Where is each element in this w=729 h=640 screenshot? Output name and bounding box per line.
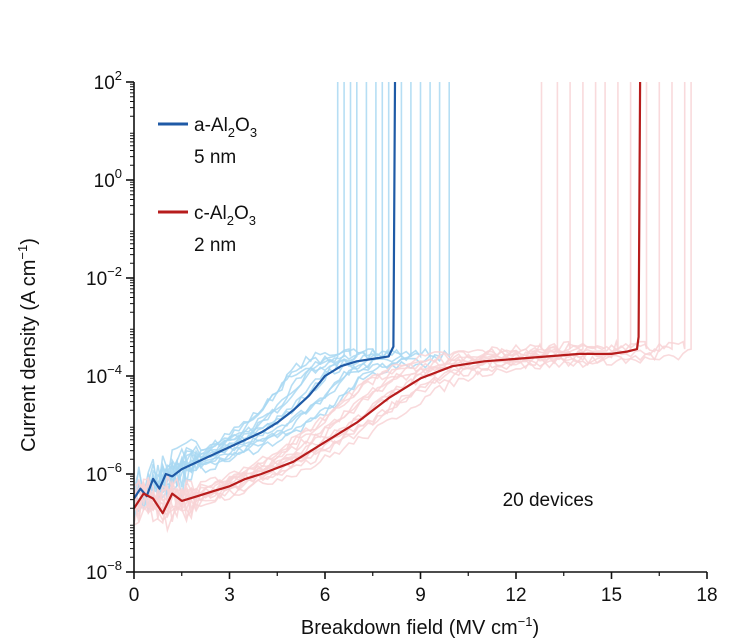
series-line-c-al2o3 xyxy=(133,81,642,515)
background-device-curve xyxy=(133,82,648,512)
x-axis-ticks: 0 3 6 9 12 15 18 xyxy=(129,572,718,606)
y-tick-label: 10−4 xyxy=(86,362,122,388)
x-tick-label: 3 xyxy=(224,585,235,606)
series-line-a-al2o3 xyxy=(133,81,397,500)
y-tick-label: 10−8 xyxy=(86,558,122,584)
y-tick-label: 10−6 xyxy=(86,460,122,486)
background-device-curve xyxy=(133,82,352,508)
background-device-curve xyxy=(133,82,571,518)
background-device-curve xyxy=(133,82,661,524)
background-device-curve xyxy=(133,82,422,506)
x-tick-label: 18 xyxy=(696,585,717,606)
background-device-curve xyxy=(133,82,412,510)
legend-label-c-al2o3: c-Al2O3 xyxy=(194,203,256,228)
x-tick-label: 9 xyxy=(415,585,426,606)
y-tick-label: 102 xyxy=(94,68,122,94)
x-axis-title: Breakdown field (MV cm−1) xyxy=(301,614,539,639)
background-device-curves xyxy=(133,82,692,534)
legend-sublabel-c-al2o3: 2 nm xyxy=(194,235,236,256)
background-device-curve xyxy=(133,82,686,512)
y-axis-ticks: 10−8 10−6 10−4 10−2 100 102 xyxy=(86,68,134,584)
y-tick-label: 10−2 xyxy=(86,264,122,290)
legend-sublabel-a-al2o3: 5 nm xyxy=(194,147,236,168)
y-axis-title: Current density (A cm−1) xyxy=(15,238,40,452)
main-series-curves xyxy=(133,81,642,515)
y-tick-label: 100 xyxy=(94,166,122,192)
legend: a-Al2O3 5 nm c-Al2O3 2 nm xyxy=(158,115,257,256)
x-tick-label: 6 xyxy=(320,585,331,606)
legend-item-c-al2o3: c-Al2O3 2 nm xyxy=(158,203,256,256)
legend-item-a-al2o3: a-Al2O3 5 nm xyxy=(158,115,257,168)
x-tick-label: 0 xyxy=(129,585,140,606)
legend-label-a-al2o3: a-Al2O3 xyxy=(194,115,257,140)
background-device-curve xyxy=(133,82,692,534)
x-tick-label: 12 xyxy=(505,585,526,606)
x-tick-label: 15 xyxy=(601,585,622,606)
device-count-annotation: 20 devices xyxy=(503,490,594,511)
background-device-curve xyxy=(133,82,431,507)
